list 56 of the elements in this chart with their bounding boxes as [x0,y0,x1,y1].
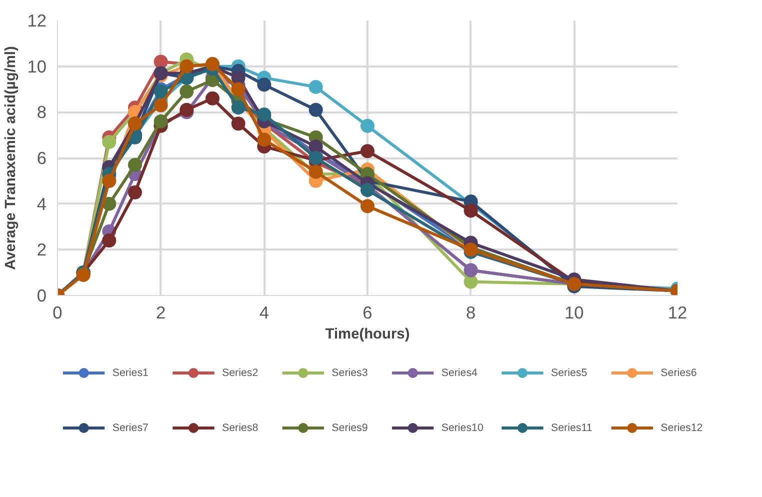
point [257,107,272,122]
y-tick-label: 6 [36,148,47,168]
point [308,102,323,117]
point [308,80,323,94]
point [360,144,374,158]
y-tick-label: 12 [27,10,47,30]
legend-label: Series1 [112,367,149,379]
point [102,234,116,248]
x-tick-label: 2 [156,302,166,322]
point [128,185,142,200]
legend-label: Series10 [441,422,484,434]
y-tick-label: 10 [27,56,47,76]
legend-label: Series2 [222,367,258,379]
legend-label: Series4 [441,367,478,379]
point [231,70,246,85]
legend-label: Series7 [112,422,149,434]
y-tick-label: 4 [36,194,47,214]
x-tick-label: 8 [466,302,476,322]
legend-label: Series9 [332,422,368,434]
point [231,116,246,131]
legend-label: Series12 [660,422,703,434]
y-tick-label: 2 [36,240,47,260]
point [360,118,374,133]
legend-label: Series6 [660,367,697,379]
legend-label: Series3 [332,367,368,379]
x-tick-label: 12 [668,302,688,322]
legend-label: Series5 [551,367,588,379]
point [154,84,168,99]
point [231,100,246,115]
point [154,114,168,128]
point [308,140,323,154]
point [308,164,323,179]
point [257,78,272,92]
x-axis-title: Time(hours) [325,326,410,342]
point [154,98,168,112]
x-tick-label: 4 [259,302,270,322]
point [257,132,272,147]
point [360,199,374,214]
point [464,274,478,289]
point [102,134,116,149]
point [128,158,142,172]
point [180,102,194,117]
x-tick-label: 6 [362,302,372,322]
point [464,204,478,218]
point [206,91,220,106]
legend-label: Series8 [222,422,258,434]
point [308,151,323,165]
point [360,183,374,198]
y-tick-label: 8 [36,102,47,122]
point [180,84,194,99]
x-tick-label: 0 [52,302,62,322]
legend-label: Series11 [551,422,592,434]
y-axis-title: Average Tranaxemic acid(µg/ml) [3,46,20,270]
point [154,54,168,69]
x-tick-label: 10 [564,302,584,322]
y-tick-label: 0 [36,286,47,306]
